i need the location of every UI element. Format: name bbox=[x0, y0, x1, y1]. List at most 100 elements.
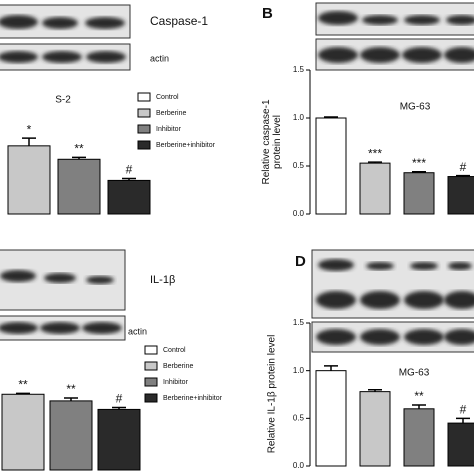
blot-band bbox=[446, 15, 474, 25]
y-axis-label: protein level bbox=[272, 115, 283, 169]
legend-swatch bbox=[137, 124, 151, 134]
annotation: * bbox=[27, 122, 32, 136]
error-bar bbox=[72, 156, 86, 160]
error-bar bbox=[456, 174, 470, 177]
y-axis-label: Relative IL-1β protein level bbox=[267, 335, 278, 454]
blot-band bbox=[82, 322, 122, 334]
blot-band bbox=[444, 329, 474, 345]
annotation: ** bbox=[18, 377, 28, 391]
error-bar bbox=[22, 137, 36, 146]
y-tick-label: 1.0 bbox=[293, 113, 305, 122]
blot-band bbox=[40, 322, 80, 334]
legend-swatch bbox=[144, 377, 158, 387]
blot-band bbox=[85, 17, 125, 29]
error-bar bbox=[324, 116, 338, 118]
legend-swatch bbox=[137, 140, 151, 150]
legend-label: Berberine bbox=[163, 363, 193, 370]
blot-band bbox=[0, 15, 38, 29]
bar bbox=[447, 422, 474, 467]
error-bar bbox=[324, 365, 338, 371]
legend-label: Inhibitor bbox=[163, 379, 189, 386]
y-tick-label: 0.5 bbox=[293, 413, 305, 422]
blot-band bbox=[318, 259, 354, 271]
bar bbox=[49, 400, 93, 471]
blot-band bbox=[404, 15, 440, 25]
legend-label: Berberine+inhibitor bbox=[163, 395, 223, 402]
y-tick-label: 1.5 bbox=[293, 65, 305, 74]
blot-band bbox=[86, 276, 114, 284]
bar bbox=[97, 408, 141, 471]
blot-band bbox=[360, 329, 400, 345]
error-bar bbox=[64, 397, 78, 401]
legend-swatch bbox=[137, 92, 151, 102]
blot-band bbox=[366, 262, 394, 270]
blot-band bbox=[0, 322, 38, 334]
panel-letter: B bbox=[262, 5, 273, 22]
blot-band bbox=[444, 291, 474, 309]
annotation: ** bbox=[66, 382, 76, 396]
annotation: *** bbox=[368, 146, 382, 160]
legend-label: Berberine bbox=[156, 110, 186, 117]
bar bbox=[359, 391, 391, 467]
blot-band bbox=[362, 15, 398, 25]
blot-band bbox=[318, 11, 358, 25]
blot-band bbox=[402, 47, 442, 63]
legend-label: Inhibitor bbox=[156, 126, 182, 133]
error-bar bbox=[412, 171, 426, 173]
legend-label: Berberine+inhibitor bbox=[156, 142, 216, 149]
error-bar bbox=[16, 392, 30, 395]
legend-swatch bbox=[144, 361, 158, 371]
error-bar bbox=[368, 161, 382, 164]
annotation: # bbox=[126, 163, 133, 177]
bar bbox=[107, 179, 151, 215]
blot-band bbox=[0, 51, 38, 63]
legend-label: Control bbox=[156, 94, 179, 101]
blot-label: IL-1β bbox=[150, 274, 175, 286]
error-bar bbox=[112, 406, 126, 410]
y-tick-label: 1.0 bbox=[293, 366, 305, 375]
blot-band bbox=[42, 51, 82, 63]
blot-band bbox=[86, 51, 126, 63]
bar bbox=[403, 172, 435, 215]
blot-band bbox=[444, 47, 474, 63]
error-bar bbox=[412, 404, 426, 409]
blot-label: Caspase-1 bbox=[150, 14, 208, 28]
annotation: *** bbox=[412, 156, 426, 170]
error-bar bbox=[456, 417, 470, 424]
y-axis-label: Relative caspase-1 bbox=[261, 99, 272, 184]
chart-title: S-2 bbox=[55, 95, 71, 106]
legend-swatch bbox=[144, 345, 158, 355]
chart-title: MG-63 bbox=[400, 102, 431, 113]
panel-letter: D bbox=[295, 253, 306, 270]
blot-band bbox=[0, 270, 36, 282]
blot-band bbox=[404, 291, 444, 309]
bar bbox=[1, 393, 45, 471]
blot-label: actin bbox=[128, 326, 147, 336]
annotation: # bbox=[116, 392, 123, 406]
legend-label: Control bbox=[163, 347, 186, 354]
blot-band bbox=[42, 17, 78, 29]
y-tick-label: 0.0 bbox=[293, 209, 305, 218]
annotation: # bbox=[460, 403, 467, 417]
bar bbox=[447, 176, 474, 215]
blot-band bbox=[316, 329, 356, 345]
annotation: ** bbox=[414, 389, 424, 403]
blot-band bbox=[448, 262, 472, 270]
bar bbox=[359, 162, 391, 215]
blot-band bbox=[404, 329, 444, 345]
bar bbox=[403, 408, 435, 467]
y-tick-label: 0.0 bbox=[293, 461, 305, 470]
y-tick-label: 0.5 bbox=[293, 161, 305, 170]
blots bbox=[0, 2, 474, 353]
legend-swatch bbox=[137, 108, 151, 118]
bar bbox=[7, 145, 51, 215]
bar bbox=[315, 370, 347, 467]
annotation: # bbox=[460, 160, 467, 174]
blot-band bbox=[360, 291, 400, 309]
blot-band bbox=[318, 47, 358, 63]
y-tick-label: 1.5 bbox=[293, 318, 305, 327]
blot-label: actin bbox=[150, 53, 169, 63]
annotation: ** bbox=[74, 142, 84, 156]
error-bar bbox=[368, 388, 382, 392]
